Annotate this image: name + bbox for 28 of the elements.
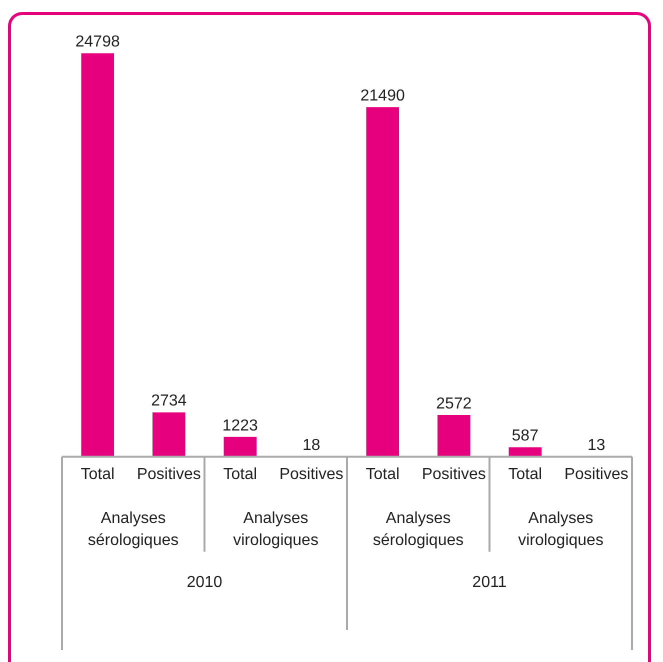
x-tick-label: Positives bbox=[422, 466, 486, 483]
data-label: 1223 bbox=[222, 417, 258, 434]
text: 2010 bbox=[186, 574, 222, 592]
x-tick-label: Total bbox=[508, 466, 542, 483]
bar bbox=[224, 436, 257, 457]
text: 2011 bbox=[472, 574, 507, 592]
data-label: 2572 bbox=[436, 395, 472, 412]
text: Analyses virologiques bbox=[518, 510, 604, 550]
text: Analyses virologiques bbox=[233, 510, 318, 550]
x-tick-label: Total bbox=[366, 466, 400, 483]
x-tick-label: Total bbox=[223, 466, 258, 483]
data-label: 587 bbox=[512, 428, 539, 445]
data-label: 24798 bbox=[75, 34, 120, 51]
bar bbox=[437, 414, 470, 457]
data-label: 13 bbox=[587, 436, 606, 454]
data-label: 21490 bbox=[360, 88, 405, 105]
data-label: 18 bbox=[302, 436, 320, 454]
text: Analyses sérologiques bbox=[88, 510, 179, 550]
bar bbox=[152, 412, 186, 457]
text: Analyses sérologiques bbox=[372, 510, 464, 550]
bar bbox=[508, 447, 542, 457]
bar bbox=[366, 107, 400, 457]
x-tick-label: Positives bbox=[136, 466, 201, 483]
x-tick-label: Total bbox=[80, 466, 115, 483]
data-label: 2734 bbox=[151, 392, 187, 410]
x-tick-label: Positives bbox=[564, 466, 628, 483]
x-tick-label: Positives bbox=[279, 466, 344, 483]
bar bbox=[81, 53, 114, 457]
